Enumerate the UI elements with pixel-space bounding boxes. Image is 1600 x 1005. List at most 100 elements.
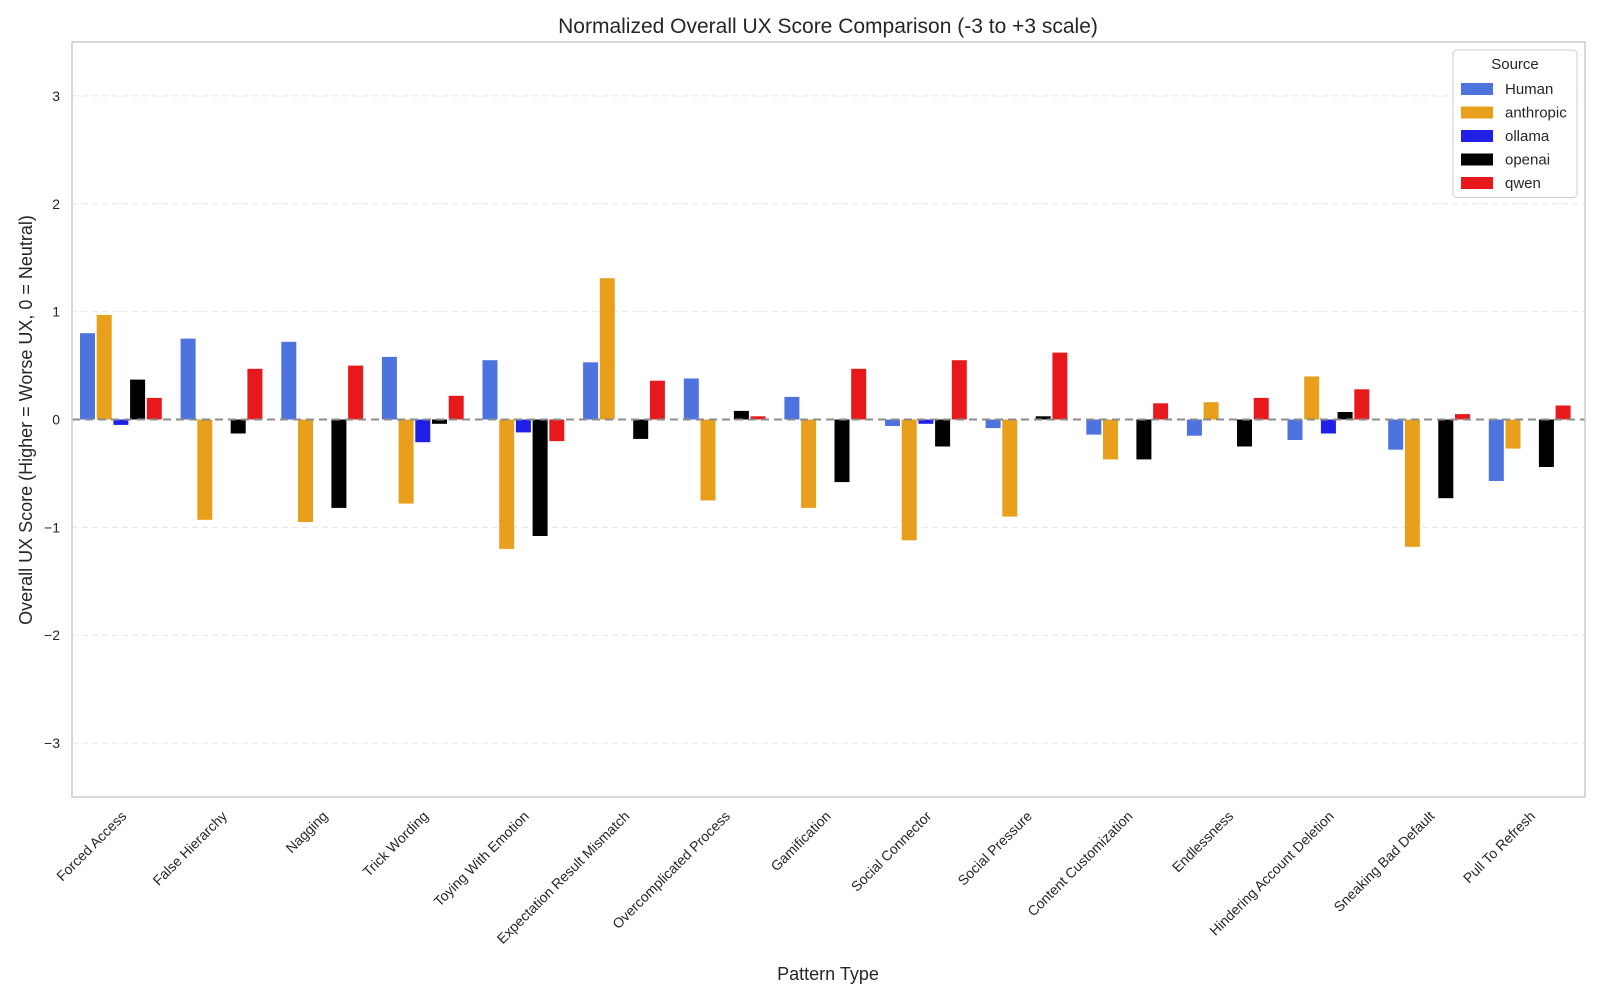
- bar-ollama-12: [1320, 419, 1336, 434]
- bar-human-6: [683, 378, 699, 420]
- bar-openai-13: [1438, 419, 1454, 499]
- bar-qwen-7: [851, 368, 867, 420]
- bar-openai-12: [1337, 412, 1353, 420]
- grid-lines: [72, 95, 1585, 744]
- legend: Source Human anthropic ollama openai qwen: [1452, 49, 1578, 198]
- bar-openai-14: [1538, 419, 1554, 467]
- bar-openai-9: [1035, 416, 1051, 420]
- x-tick-label: Social Connector: [848, 808, 935, 895]
- bar-human-7: [784, 396, 800, 420]
- bar-anthropic-13: [1404, 419, 1420, 547]
- legend-entry-qwen: qwen: [1505, 175, 1541, 192]
- x-axis-ticks: Forced Access False Hierarchy Nagging Trick…: [53, 808, 1538, 947]
- bar-anthropic-1: [197, 419, 213, 520]
- bar-qwen-3: [448, 395, 464, 420]
- y-tick-label: 2: [52, 196, 60, 212]
- x-tick-label: Endlessness: [1169, 808, 1236, 875]
- bar-qwen-4: [549, 419, 565, 442]
- legend-swatch-openai: [1461, 153, 1493, 166]
- y-axis-ticks: −3 −2 −1 0 1 2 3: [44, 88, 60, 751]
- bar-anthropic-5: [599, 278, 615, 420]
- x-tick-label: Toying With Emotion: [430, 808, 532, 910]
- bar-openai-7: [834, 419, 850, 483]
- bar-qwen-8: [951, 360, 967, 420]
- bar-qwen-10: [1153, 403, 1169, 420]
- y-tick-label: 0: [52, 412, 60, 428]
- bar-human-1: [180, 338, 196, 420]
- legend-title: Source: [1491, 56, 1539, 73]
- chart-title: Normalized Overall UX Score Comparison (…: [558, 15, 1098, 38]
- bar-ollama-8: [918, 419, 934, 424]
- legend-swatch-human: [1461, 83, 1493, 95]
- bar-openai-6: [733, 410, 749, 420]
- legend-entry-ollama: ollama: [1505, 128, 1550, 145]
- legend-swatch-ollama: [1461, 130, 1493, 142]
- bar-qwen-6: [750, 416, 766, 420]
- legend-swatch-qwen: [1461, 177, 1493, 189]
- bar-qwen-12: [1354, 389, 1370, 420]
- bar-human-4: [482, 360, 498, 420]
- x-tick-label: Overcomplicated Process: [609, 808, 733, 932]
- bar-anthropic-2: [298, 419, 313, 522]
- x-tick-label: Gamification: [767, 808, 833, 874]
- bar-openai-5: [633, 419, 649, 439]
- x-tick-label: Nagging: [282, 808, 330, 856]
- legend-entry-human: Human: [1505, 81, 1553, 98]
- x-axis-label: Pattern Type: [777, 964, 879, 984]
- y-tick-label: −3: [44, 735, 60, 751]
- bar-human-3: [381, 356, 397, 420]
- bar-qwen-0: [146, 397, 162, 420]
- bar-openai-3: [432, 419, 447, 424]
- bar-qwen-9: [1052, 352, 1068, 420]
- bar-anthropic-10: [1103, 419, 1118, 460]
- bar-anthropic-14: [1505, 419, 1521, 449]
- bars: [80, 278, 1571, 549]
- bar-qwen-11: [1253, 397, 1269, 420]
- bar-openai-2: [331, 419, 347, 508]
- x-tick-label: False Hierarchy: [149, 808, 230, 889]
- bar-human-2: [281, 341, 297, 420]
- legend-entry-anthropic: anthropic: [1505, 105, 1567, 122]
- bar-openai-8: [935, 419, 951, 447]
- bar-ollama-3: [415, 419, 431, 443]
- legend-swatch-anthropic: [1461, 106, 1493, 119]
- bar-anthropic-7: [801, 419, 817, 508]
- bar-openai-10: [1136, 419, 1152, 460]
- x-tick-label: Pull To Refresh: [1460, 808, 1538, 886]
- x-tick-label: Social Pressure: [954, 808, 1035, 889]
- bar-anthropic-3: [398, 419, 414, 504]
- bar-human-8: [885, 419, 900, 426]
- bar-qwen-1: [247, 368, 263, 420]
- y-axis-label: Overall UX Score (Higher = Worse UX, 0 =…: [16, 215, 36, 625]
- bar-human-14: [1488, 419, 1504, 481]
- bar-human-0: [80, 333, 95, 420]
- bar-qwen-13: [1455, 414, 1470, 420]
- bar-anthropic-4: [499, 419, 515, 549]
- x-tick-label: Sneaking Bad Default: [1330, 808, 1437, 915]
- bar-human-5: [583, 362, 599, 420]
- bar-anthropic-11: [1203, 402, 1219, 420]
- bar-ollama-4: [515, 419, 531, 433]
- bar-anthropic-8: [901, 419, 917, 541]
- y-tick-label: −1: [44, 519, 60, 535]
- bar-human-13: [1388, 419, 1404, 450]
- x-tick-label: Forced Access: [53, 808, 129, 884]
- y-tick-label: −2: [44, 627, 60, 643]
- bar-qwen-5: [649, 380, 665, 420]
- x-tick-label: Trick Wording: [359, 808, 431, 880]
- x-tick-label: Content Customization: [1024, 808, 1135, 919]
- bar-openai-0: [130, 379, 146, 420]
- bar-anthropic-6: [700, 419, 716, 501]
- bar-qwen-2: [348, 365, 364, 420]
- bar-human-11: [1186, 419, 1202, 436]
- bar-qwen-14: [1555, 405, 1571, 420]
- legend-entry-openai: openai: [1505, 152, 1550, 169]
- bar-ollama-0: [113, 419, 129, 425]
- bar-anthropic-0: [96, 314, 112, 420]
- bar-anthropic-9: [1002, 419, 1018, 517]
- bar-anthropic-12: [1304, 376, 1320, 420]
- bar-openai-1: [230, 419, 246, 434]
- y-tick-label: 3: [52, 88, 60, 104]
